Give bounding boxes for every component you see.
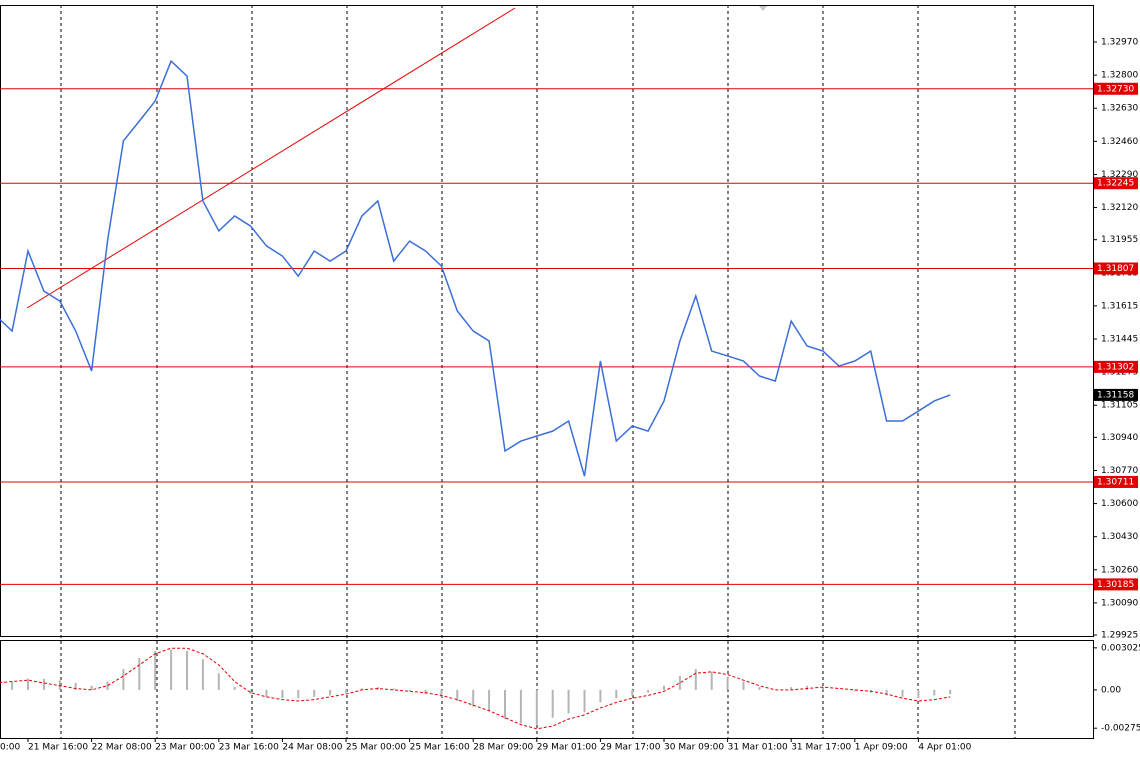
x-tick-label: 24 Mar 08:00 [282,743,342,753]
y-tick-label: 1.30090 [1101,598,1138,608]
level-label-box [1094,475,1138,488]
y-tick-label: 0.003025 [1101,643,1140,653]
level-label: 1.31807 [1097,264,1134,274]
y-tick-label: 1.29925 [1101,631,1138,641]
y-tick-label: 1.31445 [1101,335,1138,345]
y-tick-label: 1.32290 [1101,170,1138,180]
x-tick-label: 31 Mar 01:00 [728,743,788,753]
y-tick-label: 1.32120 [1101,203,1138,213]
day-separators [60,5,1016,738]
y-tick-label: -0.002756 [1101,724,1140,734]
level-label-box [1094,177,1138,190]
x-tick-label: 1 Apr 09:00 [855,743,908,753]
y-tick-label: 1.31955 [1101,235,1138,245]
level-label: 1.32730 [1097,84,1134,94]
level-label: 1.30711 [1097,477,1134,487]
level-label-box [1094,360,1138,373]
y-tick-label: 1.30940 [1101,433,1138,443]
y-tick-label: 1.32630 [1101,104,1138,114]
x-tick-label: 23 Mar 16:00 [219,743,279,753]
y-tick-label: 1.30770 [1101,466,1138,476]
x-tick-label: 30 Mar 09:00 [664,743,724,753]
y-tick-label: 1.30260 [1101,565,1138,575]
level-label: 1.30185 [1097,580,1134,590]
x-tick-label: 28 Mar 09:00 [473,743,533,753]
y-tick-label: 1.30600 [1101,499,1138,509]
y-tick-label: 1.31615 [1101,301,1138,311]
y-tick-label: 1.32460 [1101,137,1138,147]
shift-marker [758,5,768,11]
x-tick-label: 4 Apr 01:00 [918,743,971,753]
y-tick-label: 1.30430 [1101,532,1138,542]
current-price-label: 1.31158 [1097,390,1134,400]
y-tick-label: 0.00 [1101,685,1121,695]
y-tick-label: 1.32800 [1101,71,1138,81]
signal-line [0,647,951,730]
trend-line [26,7,516,309]
level-label: 1.31302 [1097,362,1134,372]
y-tick-label: 1.32970 [1101,38,1138,48]
x-tick-label: 29 Mar 01:00 [537,743,597,753]
x-tick-label: 23 Mar 00:00 [155,743,215,753]
x-tick-label: 31 Mar 17:00 [791,743,851,753]
y-tick-label: 1.31105 [1101,401,1138,411]
x-tick-label: 0:00 [0,743,20,753]
x-tick-label: 21 Mar 16:00 [28,743,88,753]
x-tick-label: 25 Mar 16:00 [410,743,470,753]
x-tick-label: 22 Mar 08:00 [92,743,152,753]
x-tick-label: 29 Mar 17:00 [600,743,660,753]
price-line [0,59,951,477]
level-label-box [1094,578,1138,591]
x-tick-label: 25 Mar 00:00 [346,743,406,753]
current-price-box [1094,388,1138,401]
level-label-box [1094,82,1138,95]
level-label: 1.32245 [1097,179,1134,189]
level-label-box [1094,262,1138,275]
